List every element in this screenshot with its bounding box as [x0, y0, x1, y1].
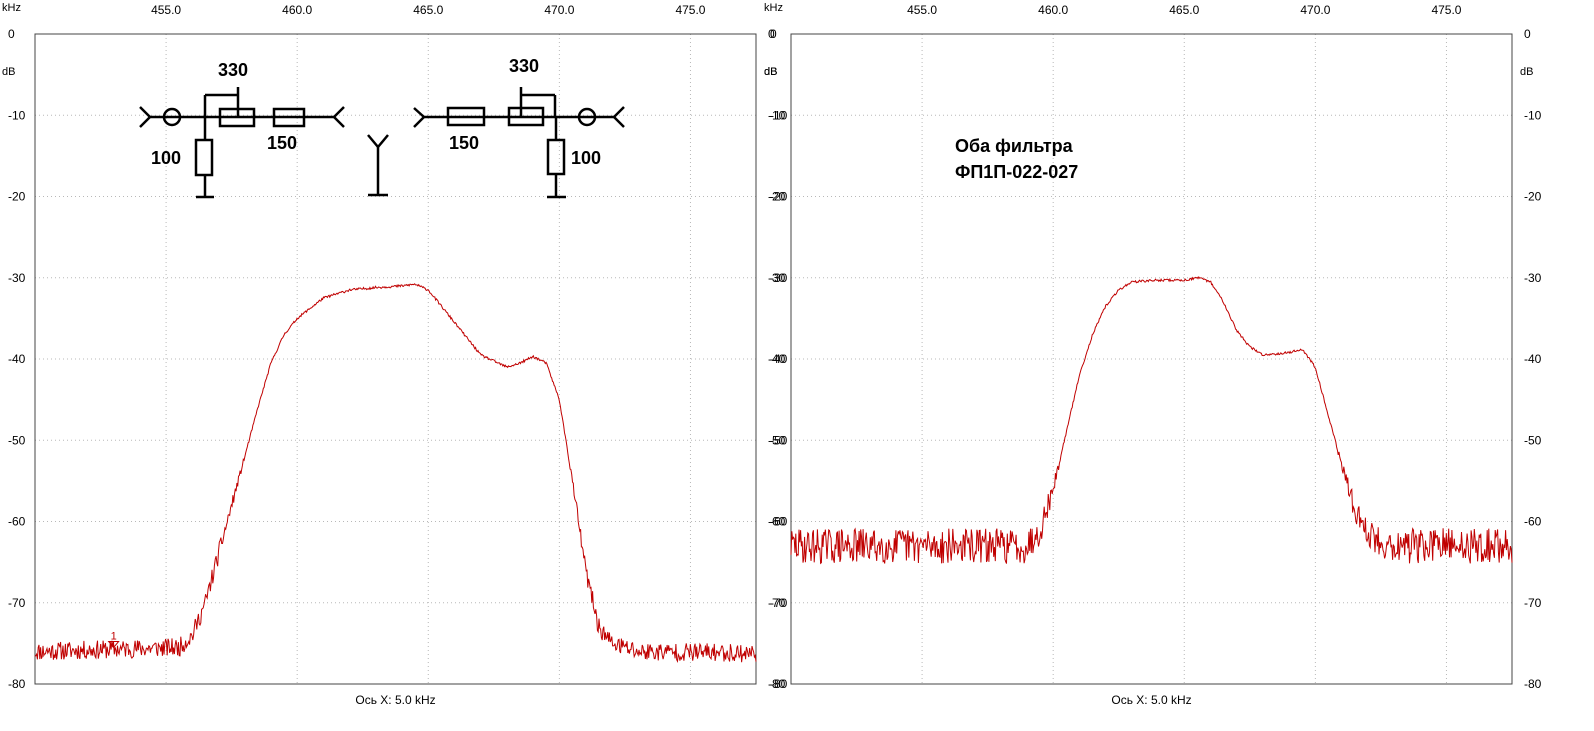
x-tick-label: 460.0	[1038, 3, 1068, 17]
marker-label: 1	[111, 630, 117, 642]
chart-right: 455.0 460.0 465.0 470.0 475.0 0 0 -10 -10 -20 -20 -…	[764, 2, 1542, 707]
y-tick-label-left: -70	[770, 596, 788, 610]
y-tick-label-right: 0	[768, 27, 775, 41]
resistor-value-label: 100	[151, 148, 181, 168]
y-tick-label-left: 0	[770, 27, 777, 41]
x-tick-label: 470.0	[1300, 3, 1330, 17]
x-tick-label: 460.0	[282, 3, 312, 17]
y-tick-label-left: -50	[770, 433, 788, 447]
x-axis-label: Ось X: 5.0 kHz	[1111, 693, 1191, 707]
response-trace	[790, 276, 1513, 565]
resistor-series-left	[272, 107, 306, 128]
resistor-series-right	[446, 106, 486, 127]
y-tick-label-right: -50	[768, 433, 786, 447]
resistor-value-label: 330	[218, 60, 248, 80]
y-tick-label-right: 0	[1524, 27, 1531, 41]
y-tick-label-right: -40	[768, 352, 786, 366]
x-tick-label: 470.0	[544, 3, 574, 17]
resistor-shunt-right	[546, 138, 566, 176]
y-tick-label-right: -80	[768, 677, 786, 691]
y-tick-label-left: -40	[770, 352, 788, 366]
x-tick-label: 475.0	[1431, 3, 1461, 17]
y-unit-label-left: dB	[2, 66, 15, 78]
plot-frame	[34, 33, 757, 685]
resistor-top-left	[218, 107, 256, 128]
connector-left-2	[413, 116, 425, 128]
x-tick-label: 465.0	[413, 3, 443, 17]
x-tick-label: 455.0	[907, 3, 937, 17]
resistor-shunt-left	[194, 138, 214, 177]
y-tick-label-left: -80	[770, 677, 788, 691]
y-tick-label-left: -60	[770, 515, 788, 529]
y-tick-label-left: -40	[8, 352, 26, 366]
x-tick-label: 475.0	[675, 3, 705, 17]
y-tick-label-right: -20	[1524, 190, 1542, 204]
y-tick-label-right: -40	[1524, 352, 1542, 366]
schematic-wire	[377, 134, 389, 148]
y-tick-label-left: 0	[8, 27, 15, 41]
y-tick-label-left: -20	[770, 190, 788, 204]
y-tick-label-left: -30	[8, 271, 26, 285]
y-tick-label-right: -70	[768, 596, 786, 610]
x-unit-label: kHz	[2, 2, 21, 14]
resistor-top-right	[507, 106, 545, 127]
annotation-line-2: ФП1П-022-027	[955, 162, 1078, 182]
y-tick-label-right: -20	[768, 190, 786, 204]
y-tick-label-right: -10	[768, 108, 786, 122]
source-circle-left	[162, 107, 182, 127]
y-tick-label-left: -10	[770, 108, 788, 122]
connector-left-2	[413, 107, 425, 118]
source-circle-right	[577, 107, 597, 127]
resistor-value-label: 100	[571, 148, 601, 168]
y-unit-label-left: dB	[764, 66, 777, 78]
y-unit-label-right: dB	[764, 66, 777, 78]
resistor-value-label: 150	[267, 133, 297, 153]
x-tick-label: 465.0	[1169, 3, 1199, 17]
chart-left: 455.0 460.0 465.0 470.0 475.0 0 0 -10 -10 -20 -20 -…	[2, 2, 786, 707]
y-tick-label-left: -60	[8, 515, 26, 529]
y-tick-label-right: -10	[1524, 108, 1542, 122]
y-tick-label-right: -30	[768, 271, 786, 285]
y-unit-label-right: dB	[1520, 66, 1533, 78]
x-unit-label: kHz	[764, 2, 783, 14]
y-tick-label-right: -70	[1524, 596, 1542, 610]
connector-right-2	[613, 106, 625, 118]
connector-left	[139, 106, 151, 118]
connector-left	[139, 116, 151, 128]
y-tick-label-right: -60	[1524, 515, 1542, 529]
y-tick-label-left: -10	[8, 108, 26, 122]
connector-right-2	[613, 116, 625, 128]
y-tick-label-left: -80	[8, 677, 26, 691]
y-tick-label-left: -50	[8, 433, 26, 447]
resistor-value-label: 330	[509, 56, 539, 76]
attenuator-schematic: 330 100 150 150 330 100	[139, 56, 625, 199]
y-tick-label-right: -80	[1524, 677, 1542, 691]
response-trace	[34, 283, 757, 664]
y-tick-label-right: -30	[1524, 271, 1542, 285]
y-tick-label-left: -30	[770, 271, 788, 285]
x-axis-label: Ось X: 5.0 kHz	[355, 693, 435, 707]
connector-right	[333, 116, 345, 128]
y-tick-label-right: -60	[768, 515, 786, 529]
y-tick-label-right: -50	[1524, 433, 1542, 447]
resistor-value-label: 150	[449, 133, 479, 153]
y-tick-label-left: -70	[8, 596, 26, 610]
y-tick-label-left: -20	[8, 190, 26, 204]
annotation-line-1: Оба фильтра	[955, 136, 1074, 156]
marker-triangle	[107, 640, 120, 649]
connector-right	[333, 106, 345, 118]
x-tick-label: 455.0	[151, 3, 181, 17]
plot-frame	[790, 33, 1513, 685]
schematic-wire	[367, 134, 379, 148]
